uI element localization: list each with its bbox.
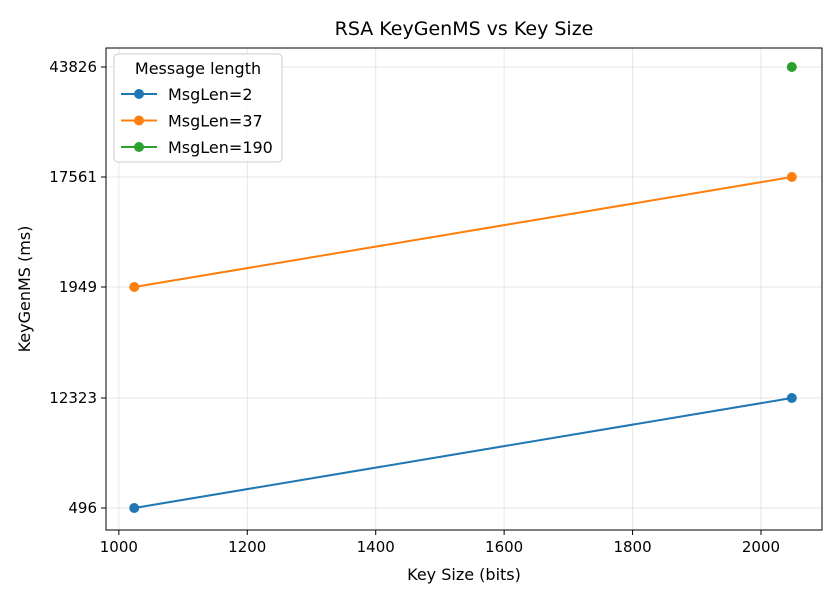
data-point: [129, 282, 140, 292]
data-point: [786, 62, 797, 72]
grid: [106, 48, 822, 530]
legend: Message length MsgLen=2 MsgLen=37 MsgLen=1…: [113, 53, 283, 163]
legend-label: MsgLen=37: [168, 112, 263, 131]
data-point: [786, 393, 797, 403]
y-tick-label: 17561: [49, 168, 97, 186]
series-2: [129, 172, 797, 292]
legend-items: MsgLen=2 MsgLen=37 MsgLen=190: [121, 85, 273, 157]
y-tick-label: 43826: [49, 58, 97, 76]
series-line: [134, 397, 792, 509]
legend-title: Message length: [135, 59, 261, 78]
x-tick-label: 1800: [613, 538, 651, 556]
legend-item: MsgLen=37: [121, 112, 263, 131]
series-3: [786, 62, 797, 72]
x-axis-title: Key Size (bits): [407, 565, 521, 584]
y-tick-label: 1949: [59, 278, 97, 296]
x-tick-label: 1000: [100, 538, 138, 556]
legend-label: MsgLen=2: [168, 85, 253, 104]
legend-item: MsgLen=190: [121, 138, 273, 157]
legend-item: MsgLen=2: [121, 85, 253, 104]
y-tick-label: 496: [68, 499, 97, 517]
legend-swatch-marker: [134, 142, 144, 152]
legend-label: MsgLen=190: [168, 138, 273, 157]
data-point: [129, 503, 140, 513]
y-axis-title: KeyGenMS (ms): [15, 226, 34, 353]
x-tick-label: 1400: [357, 538, 395, 556]
x-tick-label: 1200: [228, 538, 266, 556]
legend-swatch-marker: [134, 89, 144, 99]
data-point: [786, 172, 797, 182]
series-1: [129, 393, 797, 513]
series-line: [134, 176, 792, 288]
axes: 1000 1200 1400 1600 1800 2000 496 12323 1949 1756…: [49, 58, 780, 556]
chart-title: RSA KeyGenMS vs Key Size: [335, 18, 594, 40]
y-tick-label: 12323: [49, 389, 97, 407]
legend-box: [113, 53, 283, 163]
series-layer: [129, 62, 797, 513]
legend-swatch-marker: [134, 115, 144, 126]
x-tick-label: 1600: [485, 538, 523, 556]
plot-frame: [105, 47, 823, 531]
x-tick-label: 2000: [742, 538, 780, 556]
